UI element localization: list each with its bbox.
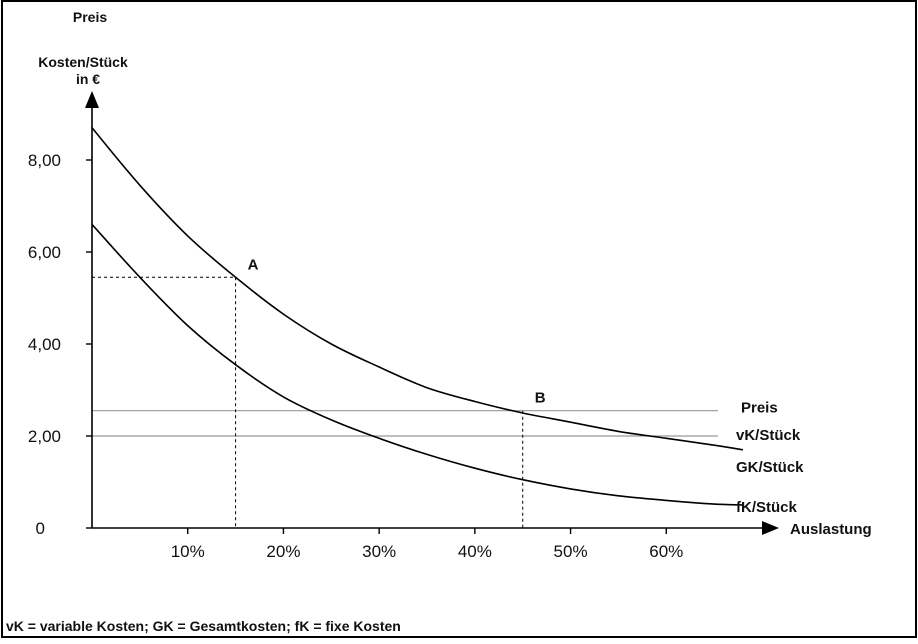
y-tick-label-2: 4,00 — [28, 335, 61, 354]
series-label-1: fK/Stück — [736, 499, 798, 516]
x-tick-label-4: 50% — [554, 542, 588, 561]
point-label-1: B — [535, 390, 546, 407]
y-tick-label-1: 2,00 — [28, 427, 61, 446]
x-tick-label-1: 20% — [266, 542, 300, 561]
hline-layer — [92, 410, 718, 437]
x-axis-arrow — [762, 521, 779, 535]
series-label-0: GK/Stück — [736, 459, 804, 476]
y-tick-label-3: 6,00 — [28, 243, 61, 262]
y-axis-arrow — [85, 91, 99, 108]
x-tick-label-3: 40% — [458, 542, 492, 561]
hline-label-1: vK/Stück — [736, 427, 801, 444]
x-tick-label-0: 10% — [171, 542, 205, 561]
ylabel-line-1: Preis — [73, 9, 107, 25]
axis-layer — [85, 91, 779, 535]
tick-layer: 0 2,00 4,00 6,00 8,00 10% 20% 30% 40% 50% 60% — [28, 151, 683, 561]
ylabel-line-2: Kosten/Stück — [38, 54, 128, 70]
hline-label-0: Preis — [741, 400, 778, 417]
series-layer — [91, 127, 744, 506]
guide-layer — [92, 276, 524, 528]
ylabel-line-3: in € — [76, 71, 100, 87]
point-label-0: A — [248, 256, 259, 273]
footnote: vK = variable Kosten; GK = Gesamtkosten;… — [6, 618, 401, 634]
x-tick-label-2: 30% — [362, 542, 396, 561]
y-tick-label-0: 0 — [36, 519, 45, 538]
series-line-0 — [91, 127, 744, 451]
y-tick-label-4: 8,00 — [28, 151, 61, 170]
x-tick-label-5: 60% — [649, 542, 683, 561]
label-layer: Preis vK/Stück GK/Stück fK/Stück A B — [248, 256, 805, 516]
series-line-1 — [91, 223, 743, 506]
xlabel: Auslastung — [790, 521, 872, 538]
